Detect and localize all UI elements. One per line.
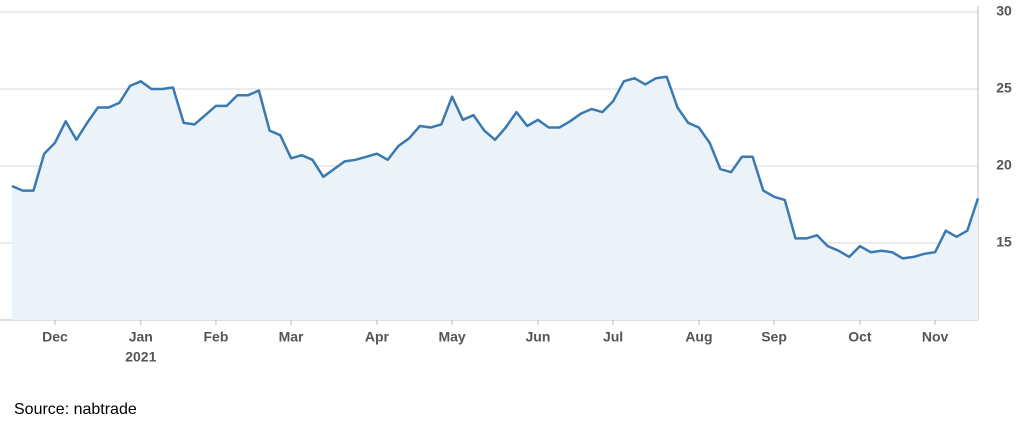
source-note: Source: nabtrade [14, 401, 137, 418]
year-label: 2021 [125, 349, 156, 365]
x-tick-label: Dec [42, 329, 68, 345]
x-tick-label: Oct [848, 329, 872, 345]
x-tick-label: Apr [365, 329, 390, 345]
x-tick-label: Jun [525, 329, 550, 345]
y-tick-label: 20 [996, 157, 1012, 173]
area [12, 76, 978, 320]
x-tick-label: May [438, 329, 465, 345]
x-tick-label: Aug [685, 329, 712, 345]
x-tick-label: Jan [129, 329, 153, 345]
x-tick-label: Feb [203, 329, 228, 345]
x-tick-label: Nov [922, 329, 949, 345]
x-tick-label: Mar [279, 329, 304, 345]
y-tick-label: 30 [996, 3, 1012, 19]
x-tick-label: Sep [761, 329, 787, 345]
y-tick-label: 25 [996, 80, 1012, 96]
line [11, 75, 980, 260]
y-tick-label: 15 [996, 234, 1012, 250]
x-tick-label: Jul [603, 329, 623, 345]
